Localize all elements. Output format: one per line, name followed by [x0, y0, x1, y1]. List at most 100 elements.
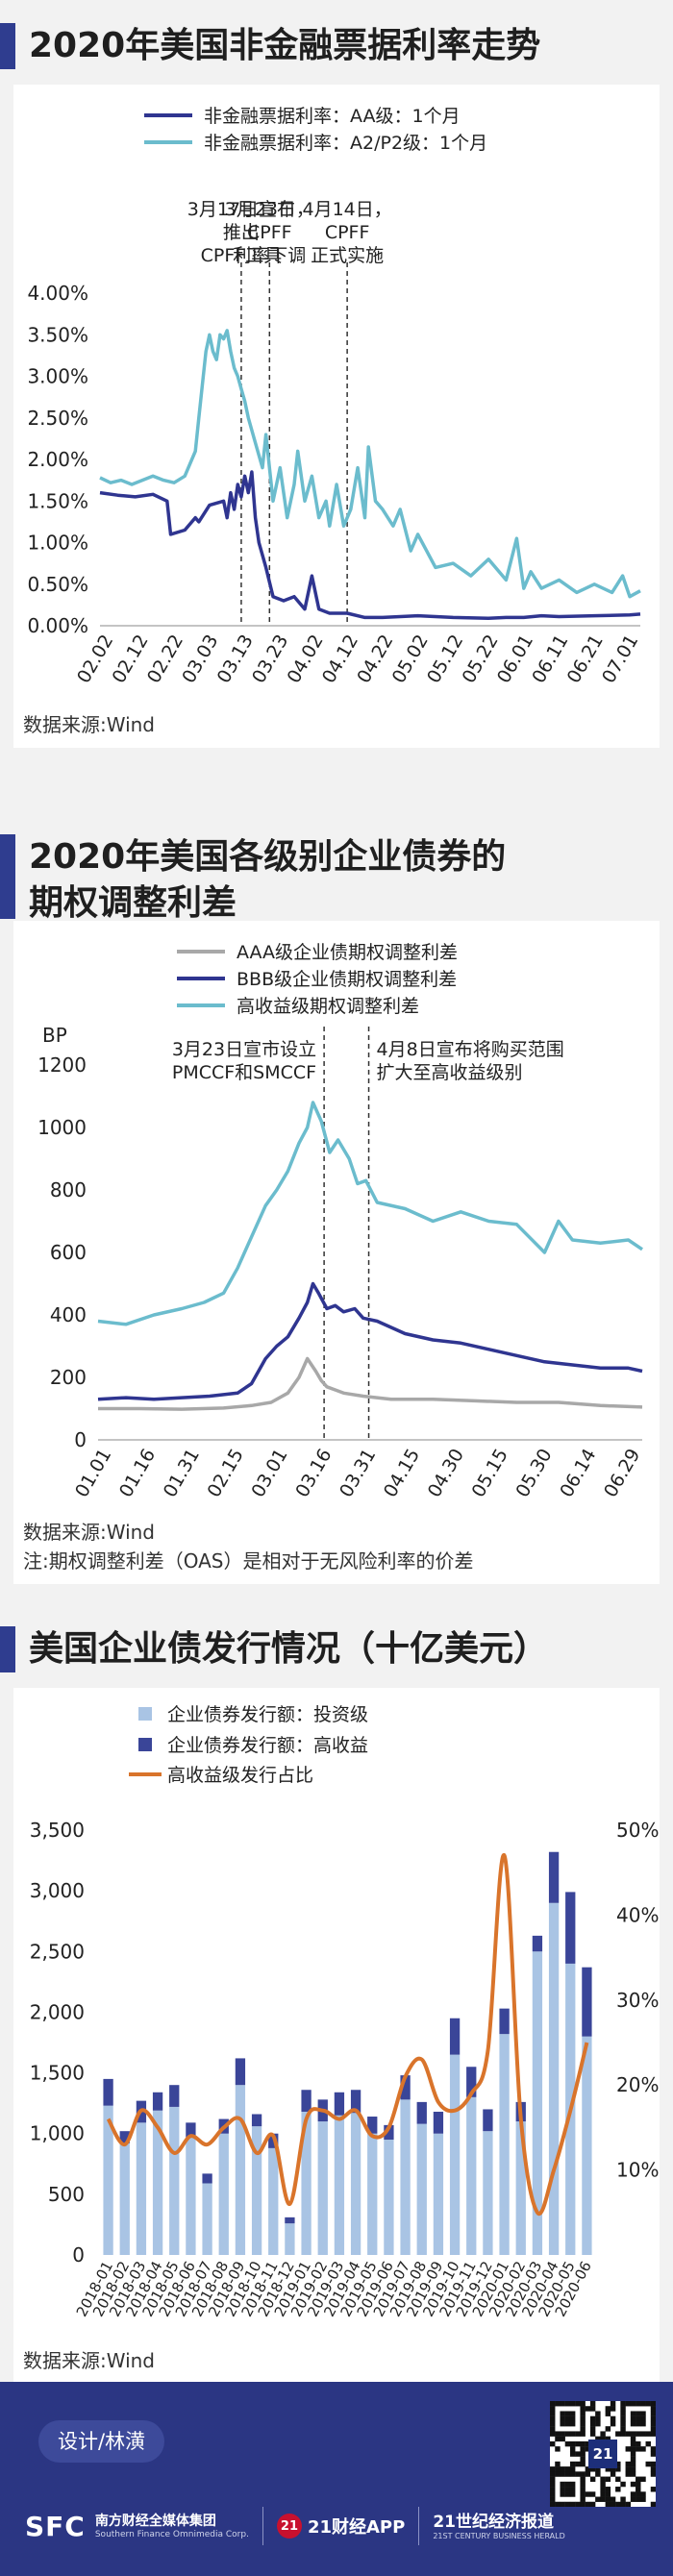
- qr-module: [569, 2440, 576, 2447]
- y-tick-label: 3.00%: [27, 365, 88, 388]
- qr-module: [620, 2496, 626, 2502]
- qr-module: [564, 2401, 571, 2407]
- chart2-source: 数据来源:Wind: [23, 1521, 156, 1544]
- bar-investment-grade: [532, 1951, 543, 2255]
- qr-module: [640, 2496, 646, 2502]
- qr-module: [580, 2411, 586, 2416]
- qr-module: [550, 2496, 556, 2502]
- legend-label: 企业债券发行额：投资级: [167, 1704, 368, 1725]
- bar-high-yield: [119, 2131, 130, 2143]
- qr-module: [610, 2466, 616, 2472]
- bar-investment-grade: [169, 2106, 180, 2255]
- qr-module: [589, 2415, 596, 2422]
- qr-module: [550, 2466, 556, 2472]
- y-tick-label: 500: [48, 2183, 85, 2206]
- qr-module: [636, 2476, 641, 2483]
- legend-label: 非金融票据利率：A2/P2级：1个月: [204, 133, 487, 154]
- designer-credit: 设计/林潢: [38, 2420, 165, 2463]
- qr-module: [580, 2440, 586, 2447]
- x-tick-label: 06.14: [556, 1446, 600, 1501]
- bar-high-yield: [235, 2058, 246, 2086]
- qr-module: [580, 2491, 586, 2497]
- y-tick-label: 1000: [37, 1116, 87, 1139]
- bar-investment-grade: [548, 1902, 560, 2255]
- bar-investment-grade: [582, 2036, 592, 2255]
- qr-module: [564, 2415, 571, 2422]
- bar-high-yield: [433, 2111, 444, 2134]
- bar-high-yield: [384, 2124, 394, 2141]
- group-name-en: Southern Finance Omnimedia Corp.: [94, 2530, 249, 2539]
- series-line: [97, 1101, 643, 1326]
- qr-module: [636, 2481, 641, 2488]
- title-accent-bar: [0, 834, 15, 919]
- qr-module: [640, 2401, 646, 2407]
- qr-module: [564, 2466, 571, 2472]
- qr-module: [605, 2436, 611, 2442]
- qr-module: [580, 2487, 586, 2492]
- bar-high-yield: [548, 1851, 560, 1903]
- bar-high-yield: [483, 2109, 493, 2132]
- qr-module: [636, 2440, 641, 2447]
- qr-module: [564, 2471, 571, 2477]
- qr-module: [630, 2456, 636, 2463]
- qr-code-icon[interactable]: 21: [550, 2401, 657, 2508]
- bar-investment-grade: [466, 2096, 477, 2255]
- qr-module: [630, 2471, 636, 2477]
- qr-module: [569, 2420, 576, 2427]
- x-tick-label: 03.31: [336, 1446, 380, 1501]
- bar-high-yield: [285, 2217, 295, 2224]
- qr-module: [645, 2461, 651, 2467]
- annotation-text: 3月23日宣市设立: [172, 1039, 316, 1060]
- qr-module: [550, 2501, 556, 2508]
- series-line: [97, 1281, 643, 1401]
- legend-label: 高收益级发行占比: [167, 1765, 313, 1786]
- qr-module: [589, 2420, 596, 2427]
- qr-module: [640, 2415, 646, 2422]
- bar-investment-grade: [433, 2133, 444, 2255]
- qr-module: [645, 2401, 651, 2407]
- x-tick-label: 02.15: [204, 1446, 248, 1501]
- y-tick-label: 1.50%: [27, 489, 88, 512]
- y-tick-label: 200: [50, 1366, 87, 1389]
- qr-module: [600, 2481, 606, 2488]
- bar-investment-grade: [301, 2111, 312, 2255]
- qr-module: [585, 2440, 591, 2447]
- qr-module: [650, 2501, 657, 2508]
- bar-high-yield: [582, 1967, 592, 2037]
- bar-investment-grade: [136, 2122, 147, 2255]
- qr-module: [555, 2401, 561, 2407]
- qr-module: [550, 2426, 556, 2432]
- qr-module: [569, 2415, 576, 2422]
- x-tick-label: 03.16: [291, 1446, 336, 1501]
- qr-module: [555, 2436, 561, 2442]
- qr-module: [636, 2415, 641, 2422]
- x-tick-label: 01.16: [115, 1446, 160, 1501]
- legend-swatch: [138, 1738, 152, 1751]
- y-tick-label: 2,000: [30, 2000, 85, 2023]
- bar-investment-grade: [152, 2110, 163, 2255]
- chart1-source: 数据来源:Wind: [23, 713, 156, 736]
- bar-investment-grade: [499, 2034, 510, 2255]
- qr-module: [595, 2496, 601, 2502]
- annotation-text: 4月8日宣布将购买范围: [377, 1039, 564, 1060]
- qr-module: [569, 2487, 576, 2492]
- annotation-text: CPFF: [247, 222, 292, 243]
- qr-module: [580, 2496, 586, 2502]
- y-tick-label: 2.00%: [27, 448, 88, 471]
- y-tick-label: 1.00%: [27, 532, 88, 555]
- qr-module: [605, 2501, 611, 2508]
- qr-module: [585, 2491, 591, 2497]
- bar-high-yield: [400, 2075, 411, 2100]
- qr-module: [630, 2466, 636, 2472]
- chart1-title: 2020年美国非金融票据利率走势: [29, 26, 541, 65]
- y-tick-label: 0: [74, 1428, 87, 1451]
- qr-module: [595, 2436, 601, 2442]
- qr-module: [575, 2401, 581, 2407]
- qr-module: [610, 2501, 616, 2508]
- title-accent-bar: [0, 1626, 15, 1672]
- qr-module: [589, 2476, 596, 2483]
- bar-high-yield: [169, 2085, 180, 2107]
- bar-high-yield: [367, 2117, 378, 2134]
- qr-module: [550, 2481, 556, 2488]
- qr-module: [560, 2420, 565, 2427]
